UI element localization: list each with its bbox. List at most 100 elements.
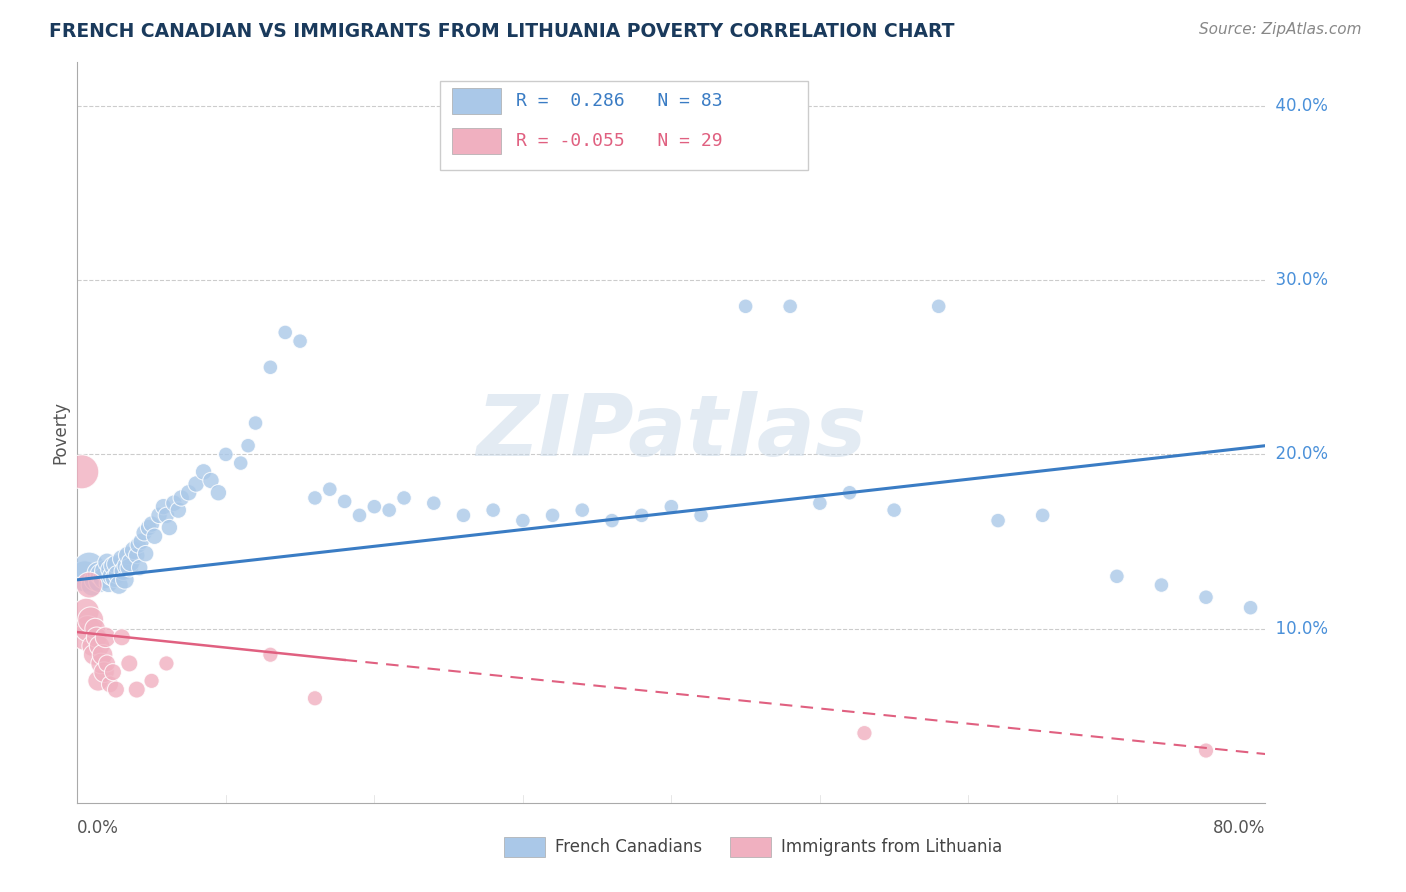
Point <box>84 573 107 587</box>
Point <box>779 299 801 313</box>
Point <box>93 665 115 680</box>
Point <box>229 456 252 470</box>
Point <box>87 566 110 580</box>
Point <box>84 622 107 636</box>
Point <box>734 299 756 313</box>
Point <box>107 567 129 582</box>
Point <box>82 639 104 653</box>
Point <box>378 503 401 517</box>
Point <box>103 571 125 585</box>
Point <box>77 560 100 574</box>
Point <box>73 569 96 583</box>
Point <box>259 648 281 662</box>
Point <box>98 562 121 576</box>
Point <box>690 508 713 523</box>
Point <box>138 520 160 534</box>
Text: French Canadians: French Canadians <box>555 838 702 856</box>
Text: Immigrants from Lithuania: Immigrants from Lithuania <box>780 838 1002 856</box>
Point <box>630 508 652 523</box>
Point <box>304 491 326 505</box>
Point <box>97 576 120 591</box>
Point <box>155 508 177 523</box>
Text: 10.0%: 10.0% <box>1265 620 1329 638</box>
Point <box>200 474 222 488</box>
Point <box>215 447 238 461</box>
Point <box>482 503 505 517</box>
Point <box>115 558 138 573</box>
Point <box>100 569 122 583</box>
Point <box>91 648 114 662</box>
Point <box>82 578 104 592</box>
Point <box>111 552 134 566</box>
Point <box>80 613 103 627</box>
Point <box>392 491 415 505</box>
Point <box>422 496 444 510</box>
Point <box>193 465 215 479</box>
Point <box>808 496 831 510</box>
Point <box>928 299 950 313</box>
Point <box>114 573 136 587</box>
Point <box>167 503 190 517</box>
Point <box>135 547 157 561</box>
FancyBboxPatch shape <box>503 837 546 857</box>
Point <box>89 574 111 589</box>
Point <box>104 557 127 571</box>
Point <box>363 500 385 514</box>
Point <box>87 673 110 688</box>
Point <box>108 578 131 592</box>
Point <box>541 508 564 523</box>
Point <box>96 555 118 569</box>
Point <box>122 543 145 558</box>
Point <box>600 514 623 528</box>
Point <box>90 567 112 582</box>
Point <box>319 482 342 496</box>
Point <box>186 477 208 491</box>
Point <box>93 571 115 585</box>
Point <box>349 508 371 523</box>
Point <box>838 485 860 500</box>
Point <box>90 657 112 671</box>
Text: Source: ZipAtlas.com: Source: ZipAtlas.com <box>1198 22 1361 37</box>
Text: R =  0.286   N = 83: R = 0.286 N = 83 <box>516 92 723 110</box>
Point <box>75 604 97 618</box>
Point <box>157 520 180 534</box>
Point <box>274 326 297 340</box>
Point <box>177 485 200 500</box>
FancyBboxPatch shape <box>730 837 770 857</box>
Point <box>1032 508 1054 523</box>
Point <box>245 416 267 430</box>
Point <box>134 525 156 540</box>
Point <box>236 439 259 453</box>
Point <box>512 514 534 528</box>
Point <box>170 491 193 505</box>
Text: 40.0%: 40.0% <box>1265 97 1329 115</box>
Point <box>111 630 134 644</box>
Point <box>98 677 121 691</box>
Point <box>1195 591 1218 605</box>
Point <box>77 578 100 592</box>
Point <box>148 508 170 523</box>
Point <box>101 665 124 680</box>
Point <box>118 560 141 574</box>
Point <box>73 630 96 644</box>
Point <box>104 682 127 697</box>
Text: ZIPatlas: ZIPatlas <box>477 391 866 475</box>
FancyBboxPatch shape <box>451 88 502 113</box>
Point <box>94 630 117 644</box>
Point <box>571 503 593 517</box>
Point <box>661 500 683 514</box>
Point <box>70 465 93 479</box>
Point <box>125 682 148 697</box>
Point <box>304 691 326 706</box>
Point <box>127 538 149 552</box>
Text: 80.0%: 80.0% <box>1213 819 1265 837</box>
Point <box>883 503 905 517</box>
Point <box>259 360 281 375</box>
Text: 20.0%: 20.0% <box>1265 445 1329 464</box>
Point <box>118 657 141 671</box>
Point <box>141 517 163 532</box>
Point <box>152 500 174 514</box>
Point <box>129 534 152 549</box>
Point <box>853 726 876 740</box>
Point <box>128 560 150 574</box>
